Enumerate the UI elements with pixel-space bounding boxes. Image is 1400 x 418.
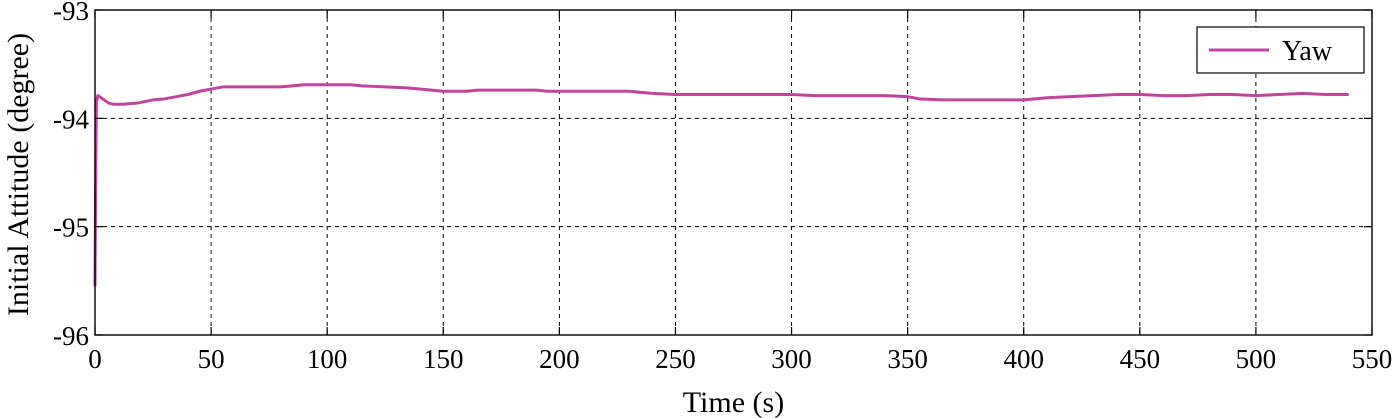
x-tick-label: 450 <box>1120 344 1161 374</box>
tick-labels: 0 50 100 150 200 250 300 350 400 450 500 550 -96 -95 -… <box>53 0 1392 374</box>
legend-entry-yaw: Yaw <box>1282 36 1333 67</box>
x-tick-label: 0 <box>88 344 102 374</box>
series-line-yaw <box>93 83 1349 287</box>
y-tick-label: -96 <box>53 321 89 351</box>
y-tick-label: -93 <box>53 0 89 26</box>
y-tick-label: -94 <box>53 104 89 134</box>
x-tick-label: 100 <box>307 344 348 374</box>
plot-frame <box>94 9 1373 336</box>
x-tick-label: 400 <box>1003 344 1044 374</box>
ticks <box>94 9 1373 336</box>
grid <box>95 10 1372 335</box>
x-tick-label: 250 <box>655 344 696 374</box>
x-tick-label: 150 <box>423 344 464 374</box>
series-layer <box>93 83 1349 287</box>
x-tick-label: 50 <box>198 344 225 374</box>
x-tick-label: 300 <box>771 344 812 374</box>
legend: Yaw <box>1196 26 1365 74</box>
x-tick-label: 500 <box>1236 344 1277 374</box>
x-axis-label: Time (s) <box>683 386 784 418</box>
x-tick-label: 350 <box>887 344 928 374</box>
x-tick-label: 550 <box>1352 344 1393 374</box>
y-axis-label: Initial Attitude (degree) <box>2 33 35 316</box>
x-tick-label: 200 <box>539 344 580 374</box>
y-tick-label: -95 <box>53 213 89 243</box>
